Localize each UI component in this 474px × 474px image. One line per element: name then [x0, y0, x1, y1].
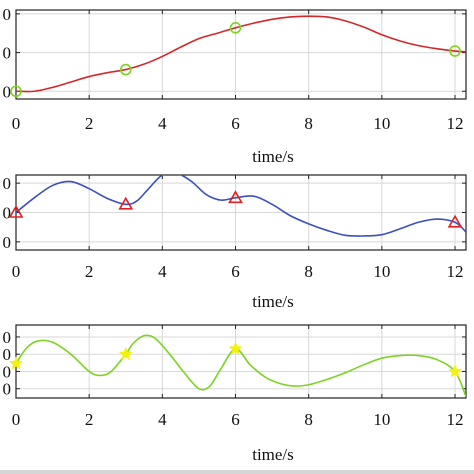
circle-marker [229, 21, 242, 34]
x-tick-label: 10 [373, 114, 390, 133]
y-tick-label: 0 [3, 204, 12, 223]
x-tick-label: 12 [447, 262, 464, 281]
x-tick-label: 6 [231, 410, 240, 429]
y-tick-label: 0 [3, 233, 12, 252]
circle-marker [119, 63, 132, 76]
x-tick-label: 12 [447, 410, 464, 429]
x-tick-label: 6 [231, 262, 240, 281]
axes-frame [15, 9, 467, 100]
series-line-1 [16, 15, 466, 93]
star-marker [118, 346, 133, 361]
x-tick-label: 4 [158, 114, 167, 133]
x-tick-label: 0 [12, 410, 21, 429]
y-tick-label: 0 [3, 174, 12, 193]
star-marker [448, 364, 463, 378]
bottom-strip [0, 470, 474, 474]
y-tick-label: 0 [3, 328, 12, 347]
star-marker [8, 356, 24, 370]
x-tick-label: 4 [158, 410, 167, 429]
x-tick-label: 0 [12, 262, 21, 281]
x-axis-label: time/s [252, 292, 294, 311]
y-tick-label: 0 [3, 82, 12, 101]
x-tick-label: 8 [304, 262, 313, 281]
circle-marker [449, 45, 461, 57]
x-tick-label: 4 [158, 262, 167, 281]
x-tick-label: 2 [85, 262, 94, 281]
y-tick-label: 0 [3, 44, 12, 63]
x-tick-label: 10 [373, 262, 390, 281]
triangle-marker [447, 214, 463, 228]
x-tick-label: 12 [447, 114, 464, 133]
y-tick-label: 0 [3, 345, 12, 364]
triangle-marker [228, 190, 243, 204]
axes-frame [15, 324, 467, 399]
circle-marker [10, 85, 22, 98]
x-tick-label: 2 [85, 114, 94, 133]
y-tick-label: 0 [3, 380, 12, 399]
star-marker [228, 341, 243, 355]
x-axis-label: time/s [252, 445, 294, 464]
series-line-1 [16, 334, 466, 397]
triangle-marker [8, 204, 24, 218]
y-tick-label: 0 [3, 5, 12, 24]
y-tick-label: 0 [3, 362, 12, 381]
series-line-1 [16, 175, 466, 237]
x-tick-label: 0 [12, 114, 21, 133]
x-tick-label: 2 [85, 410, 94, 429]
x-axis-label: time/s [252, 147, 294, 166]
x-tick-label: 8 [304, 114, 313, 133]
x-tick-label: 8 [304, 410, 313, 429]
x-tick-label: 6 [231, 114, 240, 133]
x-tick-label: 10 [373, 410, 390, 429]
triangle-marker [118, 196, 134, 210]
